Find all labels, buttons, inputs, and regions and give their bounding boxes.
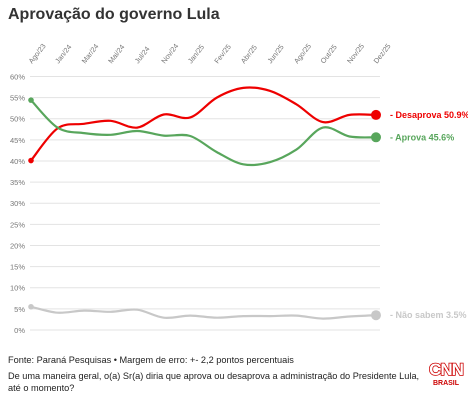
x-tick-label: Mar/24 — [80, 42, 101, 65]
survey-question: De uma maneira geral, o(a) Sr(a) diria q… — [8, 371, 420, 393]
chart-title: Aprovação do governo Lula — [8, 6, 220, 23]
x-tick-label: Dez/25 — [371, 42, 392, 65]
series-line-aprova — [29, 99, 378, 167]
x-tick-label: Fev/25 — [212, 42, 233, 65]
y-tick-label: 0% — [14, 326, 25, 335]
start-point-desaprova — [28, 157, 34, 164]
x-tick-label: Ago/25 — [292, 42, 313, 65]
y-tick-label: 50% — [10, 115, 25, 124]
x-tick-label: Ago/23 — [26, 42, 47, 65]
y-tick-label: 10% — [10, 284, 25, 293]
y-tick-label: 45% — [10, 136, 25, 145]
grid-layer — [30, 75, 380, 331]
y-tick-label: 60% — [10, 72, 25, 81]
y-tick-label: 30% — [10, 199, 25, 208]
end-point-aprova — [371, 132, 381, 143]
x-tick-label: Out/25 — [318, 43, 338, 66]
cnn-brasil-logo: CNN BRASIL — [428, 359, 464, 387]
end-label-aprova: - Aprova 45.6% — [390, 132, 454, 142]
x-tick-label: Jan/24 — [53, 43, 73, 66]
x-tick-label: Jul/24 — [133, 45, 152, 66]
source-note: Fonte: Paraná Pesquisas • Margem de erro… — [8, 355, 294, 365]
label-layer: - Desaprova 50.9% - Aprova 45.6% - Não sab… — [390, 110, 468, 320]
end-label-desaprova: - Desaprova 50.9% — [390, 110, 468, 120]
y-tick-label: 5% — [14, 305, 25, 314]
series-layer — [28, 86, 381, 321]
y-tick-label: 40% — [10, 157, 25, 166]
series-line-nao-sabem — [29, 305, 378, 320]
x-tick-label: Nov/24 — [159, 42, 180, 65]
y-tick-label: 20% — [10, 241, 25, 250]
end-point-desaprova — [371, 109, 381, 120]
x-tick-label: Mai/24 — [106, 43, 126, 66]
logo-wordmark: CNN — [429, 360, 464, 379]
end-label-nao-sabem: - Não sabem 3.5% — [390, 310, 467, 320]
x-tick-label: Jun/25 — [265, 43, 285, 66]
y-tick-label: 25% — [10, 220, 25, 229]
y-tick-label: 35% — [10, 178, 25, 187]
x-tick-label: Jan/25 — [186, 43, 206, 66]
x-tick-label: Abr/25 — [239, 43, 259, 65]
x-tick-label: Nov/25 — [345, 42, 366, 65]
series-line-desaprova — [29, 86, 378, 162]
start-point-aprova — [28, 97, 34, 103]
y-tick-label: 15% — [10, 263, 25, 272]
start-point-nao-sabem — [28, 303, 34, 310]
logo-subtitle: BRASIL — [433, 380, 460, 387]
axis-layer: 0%5%10%15%20%25%30%35%40%45%50%55%60%Ago… — [10, 42, 393, 335]
y-tick-label: 55% — [10, 94, 25, 103]
end-point-nao-sabem — [371, 310, 381, 321]
